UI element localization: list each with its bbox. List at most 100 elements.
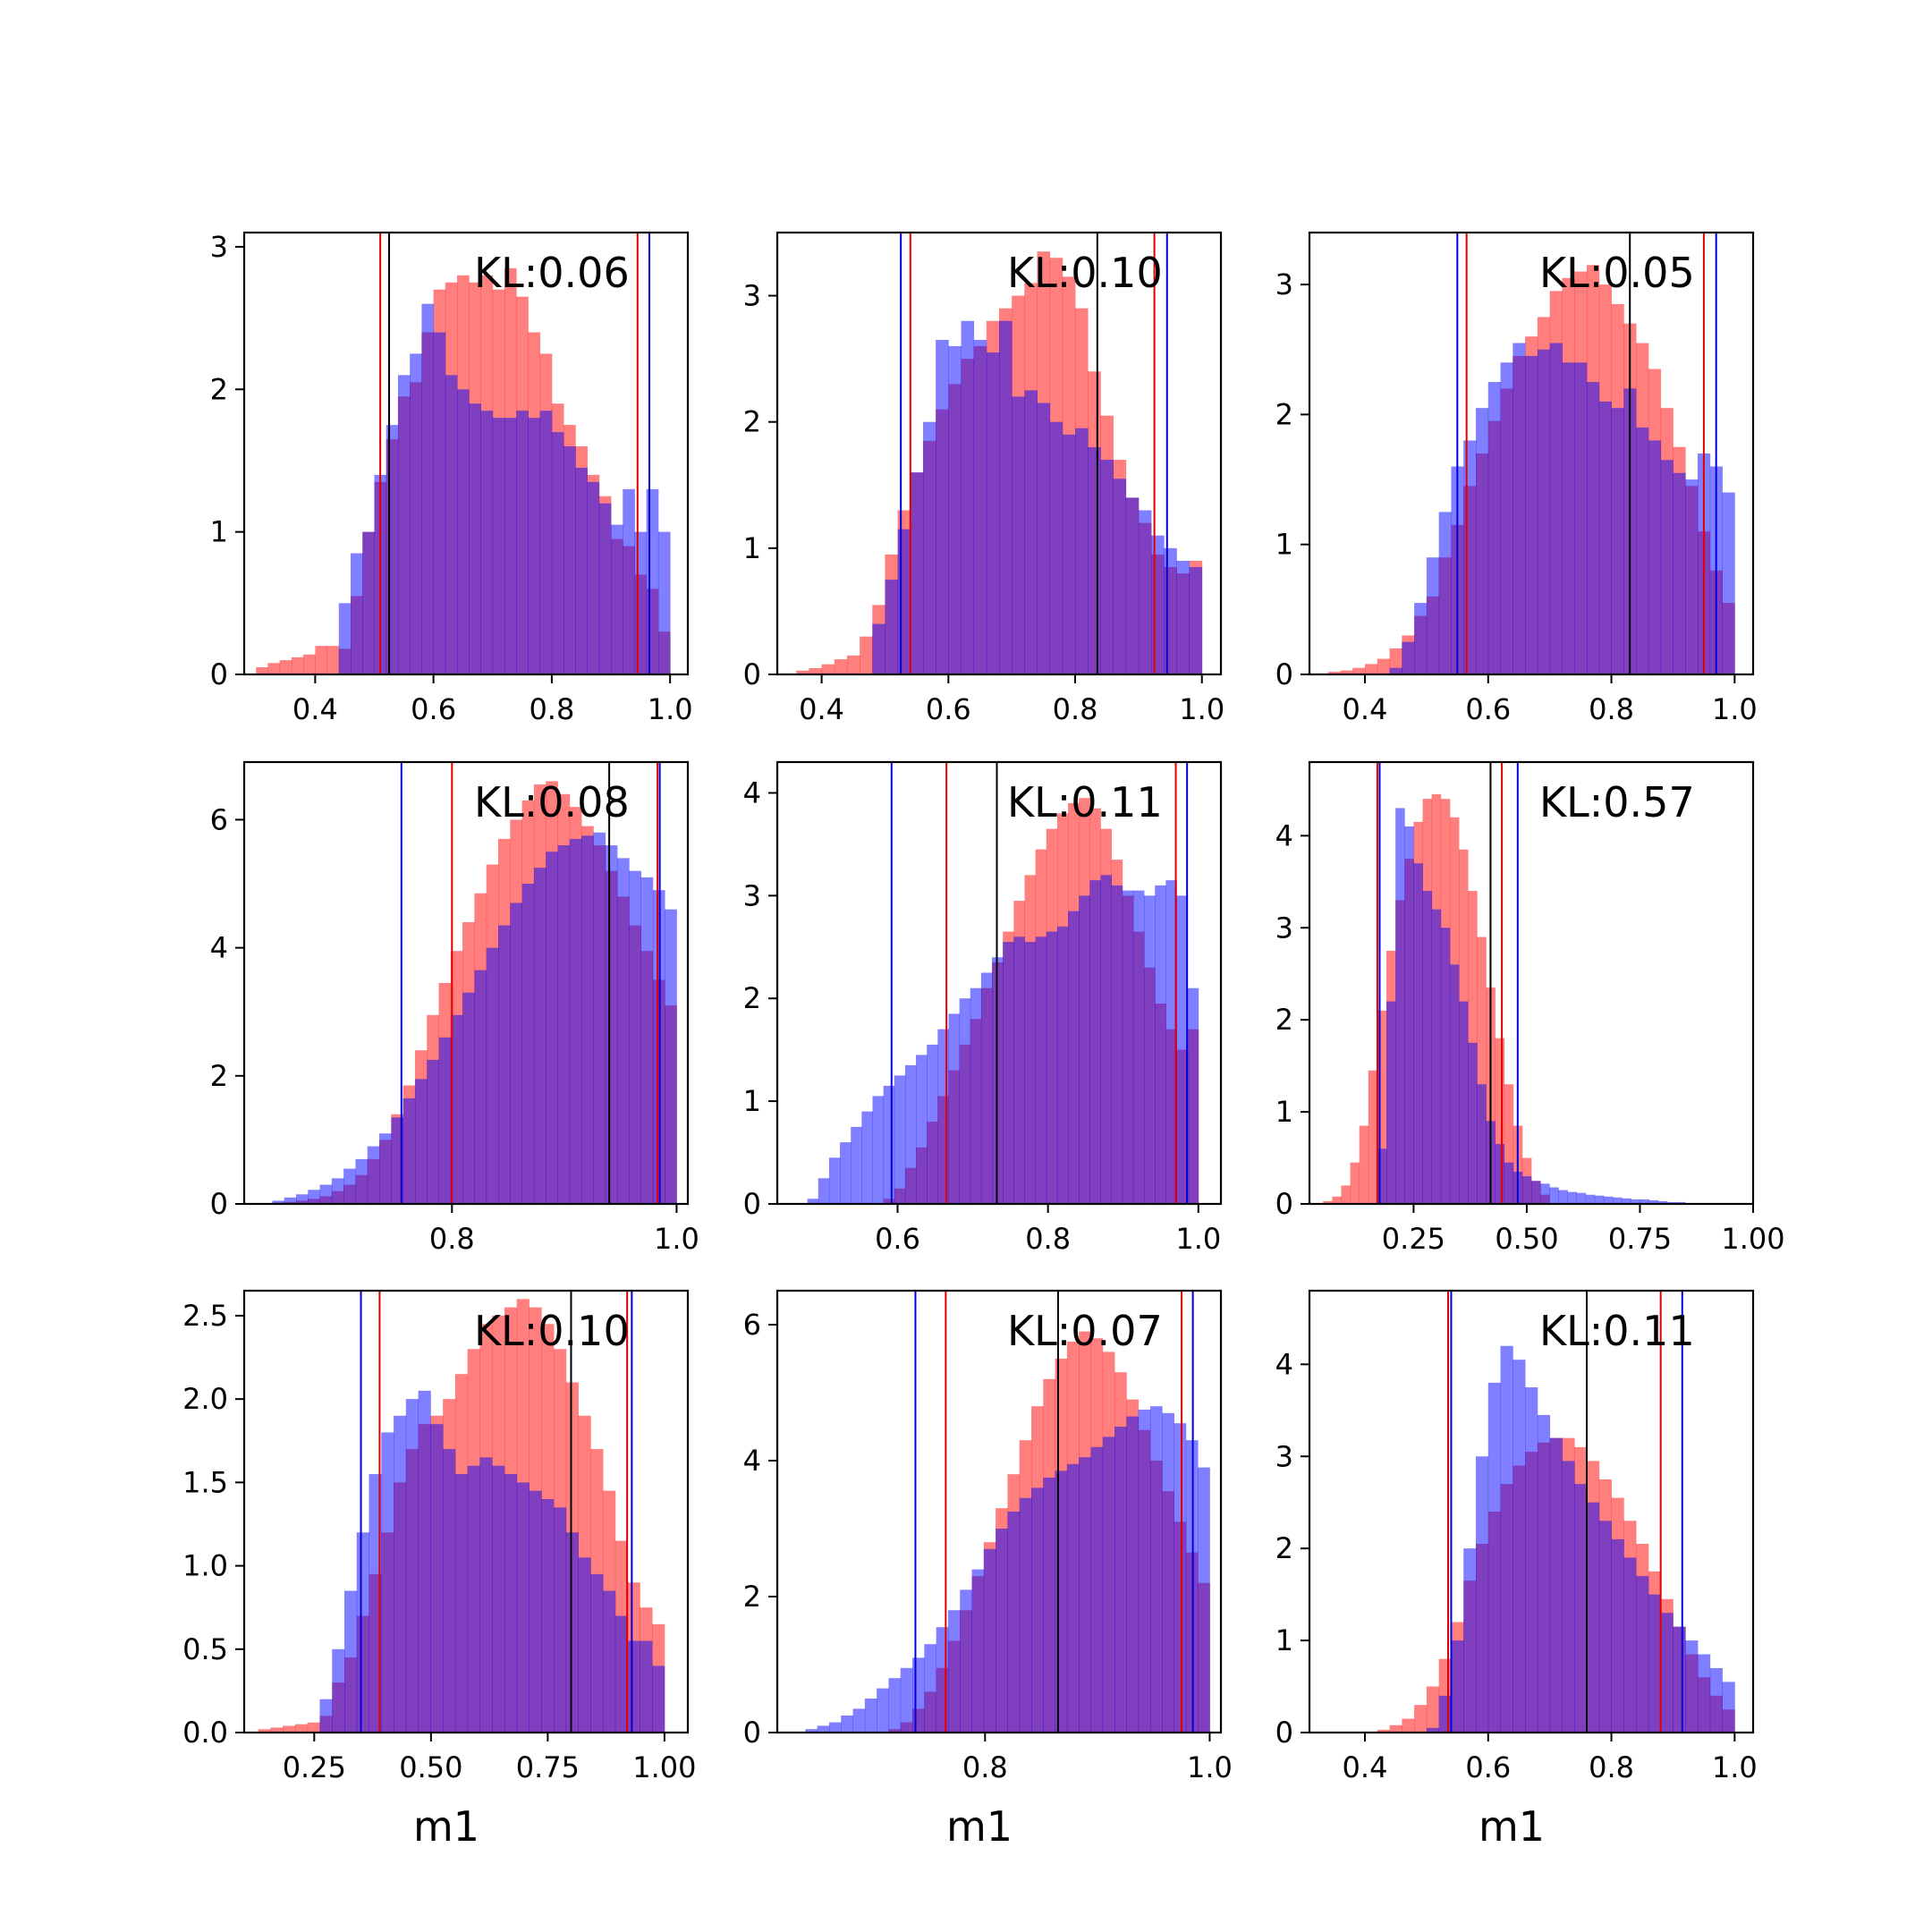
- blue-hist-bar: [1100, 460, 1114, 674]
- red-hist-bar: [326, 646, 340, 674]
- blue-hist-bar: [657, 531, 671, 674]
- blue-hist-bar: [344, 1590, 358, 1733]
- y-tick-label: 2: [1275, 1003, 1293, 1037]
- blue-hist-bar: [418, 1390, 431, 1733]
- blue-hist-bar: [922, 421, 936, 674]
- blue-hist-bar: [807, 1199, 819, 1204]
- blue-hist-bar: [1660, 1613, 1674, 1733]
- blue-hist-bar: [539, 411, 553, 674]
- y-tick-label: 3: [743, 878, 761, 912]
- blue-hist-bar: [900, 1667, 913, 1733]
- blue-hist-bar: [1487, 382, 1501, 674]
- x-tick-label: 1.00: [1721, 1222, 1784, 1256]
- y-tick-label: 1: [210, 515, 228, 549]
- x-tick-label: 0.4: [1343, 1750, 1388, 1784]
- red-hist-bar: [294, 1724, 309, 1733]
- blue-hist-bar: [805, 1729, 818, 1733]
- blue-hist-bar: [551, 432, 564, 674]
- blue-hist-bar: [319, 1184, 333, 1204]
- blue-hist-bar: [1174, 1423, 1187, 1733]
- red-hist-bar: [1495, 1038, 1505, 1204]
- blue-hist-bar: [1037, 402, 1051, 674]
- y-tick-label: 2.5: [182, 1299, 228, 1333]
- blue-hist-bar: [450, 1014, 463, 1204]
- blue-hist-bar: [1513, 343, 1526, 674]
- blue-hist-bar: [1426, 557, 1440, 674]
- subplot-8: 0.8 1.0 0 2 4 6 KL:0.07 m1: [743, 1289, 1233, 1851]
- blue-hist-bar: [1611, 408, 1624, 674]
- blue-hist-bar: [1477, 1084, 1487, 1204]
- blue-hist-bar: [474, 970, 487, 1204]
- blue-hist-bar: [1155, 885, 1166, 1204]
- blue-hist-bar: [1125, 497, 1140, 674]
- blue-hist-bar: [1623, 1557, 1637, 1733]
- axes-frame: [242, 760, 690, 1206]
- x-axis-label: m1: [413, 1802, 479, 1851]
- kl-annotation: KL:0.10: [474, 1307, 630, 1355]
- blue-hist-bar: [640, 877, 654, 1204]
- blue-hist-bar: [356, 1532, 369, 1733]
- y-tick-label: 0: [1275, 1187, 1293, 1221]
- y-tick-label: 2: [210, 372, 228, 406]
- y-tick-label: 1: [743, 531, 761, 565]
- blue-hist-bar: [1088, 446, 1101, 674]
- blue-hist-bar: [888, 1678, 902, 1733]
- blue-hist-bar: [646, 488, 659, 674]
- x-tick-label: 0.4: [799, 692, 844, 726]
- blue-hist-bar: [1055, 1470, 1068, 1733]
- y-tick-label: 6: [743, 1308, 761, 1342]
- y-tick-label: 2: [1275, 397, 1293, 431]
- red-hist-bar: [270, 1727, 284, 1733]
- blue-hist-bar: [999, 320, 1013, 674]
- y-tick-label: 0: [210, 657, 228, 691]
- red-hist-bar: [258, 1729, 271, 1733]
- blue-hist-bar: [1149, 1406, 1163, 1733]
- blue-hist-bar: [1722, 1682, 1735, 1733]
- blue-hist-bar: [1622, 1198, 1631, 1204]
- blue-hist-bar: [308, 1190, 320, 1204]
- blue-hist-bar: [492, 1465, 505, 1733]
- y-tick-label: 2: [743, 1580, 761, 1614]
- kl-annotation: KL:0.06: [474, 249, 630, 297]
- plot-area: [807, 762, 1199, 1204]
- blue-hist-bar: [457, 389, 470, 674]
- y-tick-label: 4: [1275, 818, 1293, 852]
- blue-hist-bar: [897, 529, 911, 674]
- blue-hist-bar: [623, 488, 635, 674]
- red-hist-bar: [315, 646, 327, 674]
- subplot-3: 0.4 0.6 0.8 1.0 0 1 2 3 KL:0.05: [1275, 231, 1758, 726]
- blue-hist-bar: [569, 838, 582, 1204]
- blue-hist-bar: [971, 1569, 985, 1733]
- x-tick-label: 0.8: [1053, 692, 1098, 726]
- axes-frame: [775, 231, 1223, 676]
- blue-hist-bar: [295, 1194, 309, 1204]
- blue-hist-bar: [486, 947, 499, 1204]
- blue-hist-bar: [959, 998, 971, 1204]
- x-tick-label: 0.75: [516, 1750, 580, 1784]
- blue-hist-bar: [640, 1640, 653, 1733]
- red-hist-bar: [796, 670, 809, 674]
- x-tick-label: 0.4: [1343, 692, 1388, 726]
- blue-hist-bar: [1144, 895, 1156, 1204]
- y-tick-label: 3: [1275, 1439, 1293, 1473]
- blue-hist-bar: [1451, 1640, 1464, 1733]
- blue-hist-bar: [1413, 863, 1423, 1204]
- x-tick-label: 1.0: [1179, 692, 1224, 726]
- y-tick-label: 0.0: [182, 1716, 228, 1750]
- blue-hist-bar: [1422, 891, 1433, 1204]
- blue-hist-bar: [1377, 1148, 1387, 1204]
- blue-hist-bar: [1513, 1360, 1526, 1733]
- blue-hist-bar: [1585, 1194, 1596, 1204]
- x-tick-label: 0.6: [1465, 692, 1511, 726]
- blue-hist-bar: [1613, 1197, 1623, 1204]
- blue-hist-bar: [1056, 926, 1069, 1204]
- blue-hist-bar: [1122, 890, 1134, 1204]
- blue-hist-bar: [983, 1548, 996, 1733]
- red-hist-bar: [291, 657, 304, 674]
- blue-hist-bar: [1007, 1512, 1021, 1733]
- blue-hist-bar: [492, 418, 505, 674]
- y-tick-label: 4: [743, 1444, 761, 1478]
- x-tick-label: 0.25: [1382, 1222, 1445, 1256]
- red-hist-bar: [1414, 1705, 1428, 1733]
- blue-hist-bar: [1562, 1461, 1575, 1733]
